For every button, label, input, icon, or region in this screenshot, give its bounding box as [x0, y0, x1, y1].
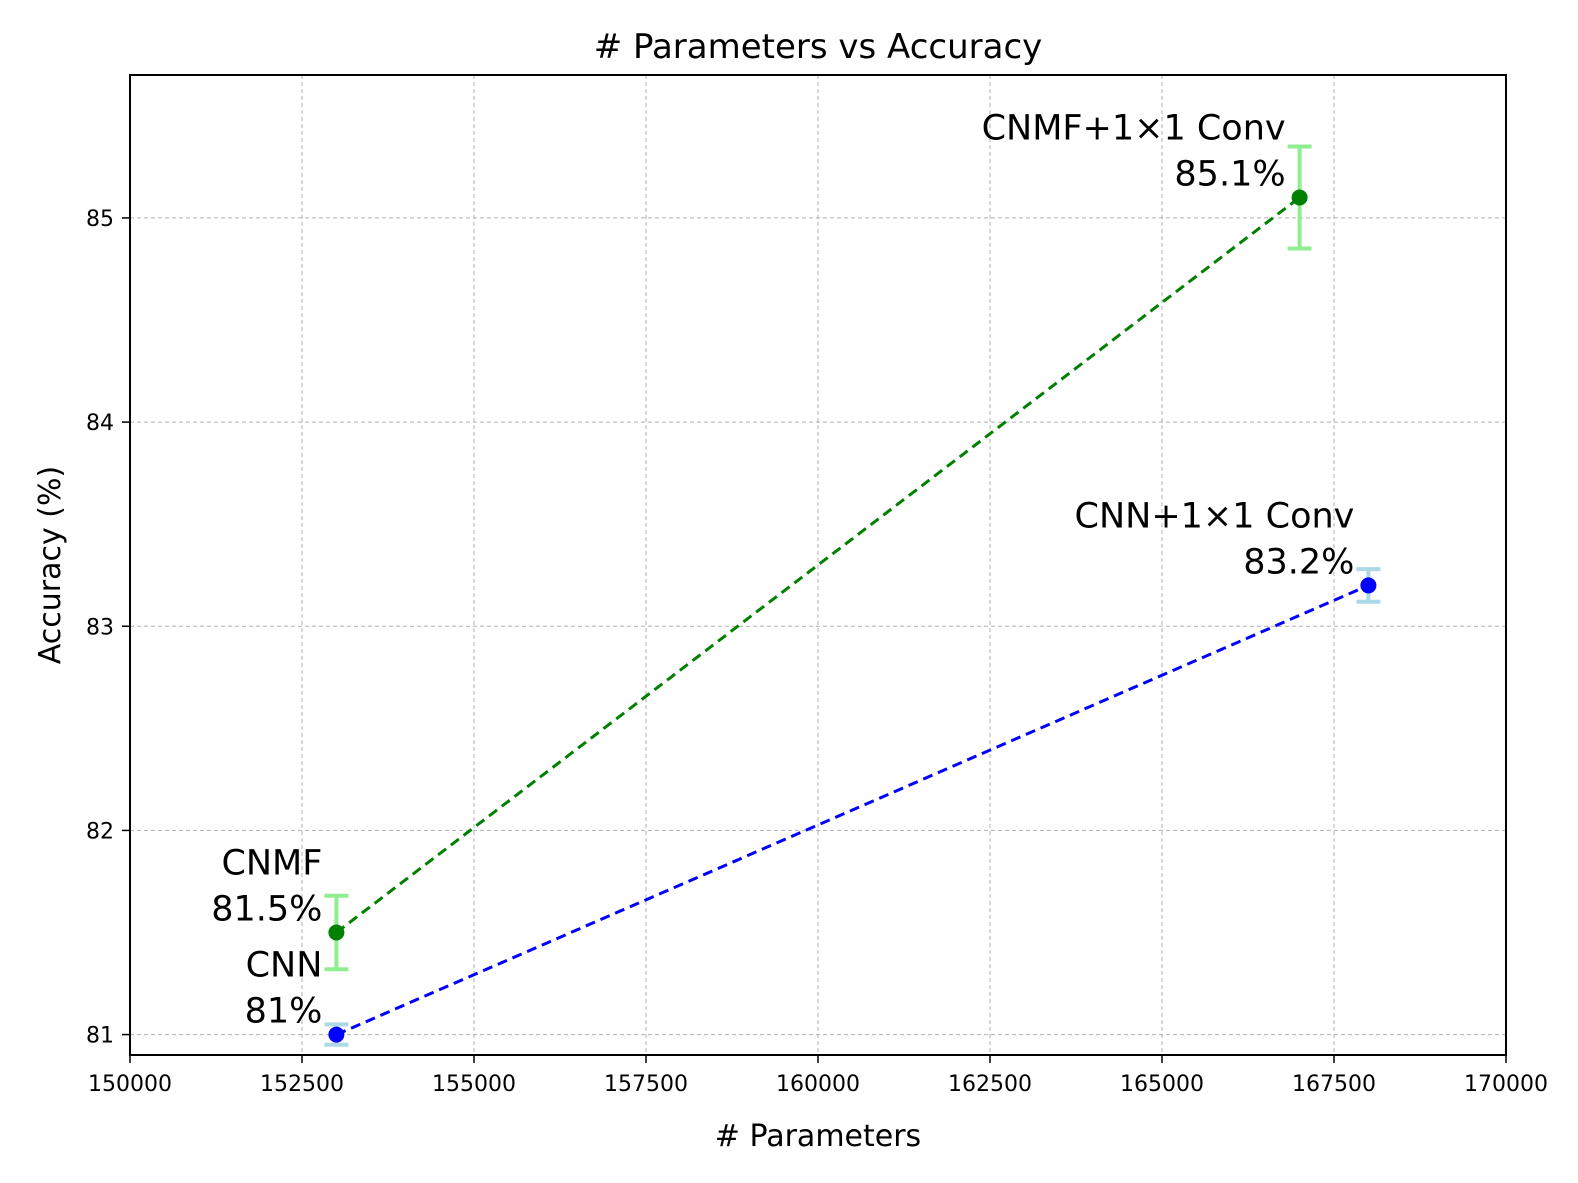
x-tick-label: 162500 [948, 1072, 1032, 1097]
x-tick-label: 167500 [1292, 1072, 1376, 1097]
point-label-name: CNMF+1×1 Conv [982, 109, 1286, 149]
series-line [335, 196, 1301, 934]
x-tick-label: 150000 [88, 1072, 172, 1097]
x-tick-label: 152500 [260, 1072, 344, 1097]
y-tick-label: 85 [86, 207, 114, 232]
data-point [328, 1026, 345, 1043]
y-tick-label: 84 [86, 411, 114, 436]
series-line [335, 584, 1369, 1036]
y-tick-label: 82 [86, 819, 114, 844]
point-label-value: 85.1% [1174, 155, 1285, 195]
point-label-value: 83.2% [1243, 542, 1354, 582]
series-layer [324, 144, 1381, 1047]
data-point [1360, 577, 1377, 594]
x-tick-label: 170000 [1464, 1072, 1548, 1097]
point-label-value: 81% [245, 992, 323, 1032]
y-tick-label: 83 [86, 615, 114, 640]
x-tick-label: 165000 [1120, 1072, 1204, 1097]
point-label-name: CNMF [221, 844, 322, 884]
annotation-layer: CNMF 81.5% CNMF+1×1 Conv 85.1% CNN 81% CNN+1×1… [211, 109, 1354, 1032]
x-tick-label: 157500 [604, 1072, 688, 1097]
x-tick-label: 160000 [776, 1072, 860, 1097]
point-label-value: 81.5% [211, 890, 322, 930]
y-axis-label: Accuracy (%) [33, 466, 68, 664]
x-tick-label: 155000 [432, 1072, 516, 1097]
tick-layer: 150000 152500 155000 157500 160000 162500 1650… [86, 207, 1548, 1097]
data-point [328, 924, 345, 941]
y-tick-label: 81 [86, 1024, 114, 1049]
data-point [1291, 189, 1308, 206]
chart-title: # Parameters vs Accuracy [594, 27, 1043, 67]
point-label-name: CNN+1×1 Conv [1075, 496, 1355, 536]
point-label-name: CNN [246, 946, 323, 986]
x-axis-label: # Parameters [715, 1119, 921, 1154]
